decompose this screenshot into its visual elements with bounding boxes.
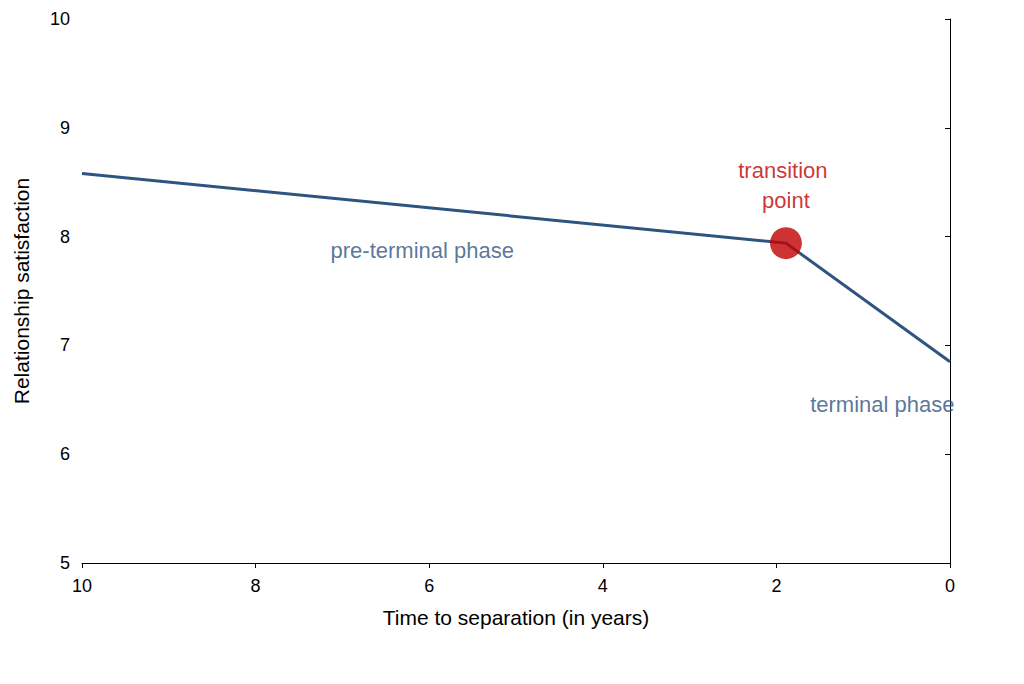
svg-text:10: 10 — [50, 9, 70, 29]
svg-text:8: 8 — [251, 576, 261, 596]
svg-text:2: 2 — [771, 576, 781, 596]
svg-text:Relationship satisfaction: Relationship satisfaction — [10, 178, 33, 404]
svg-text:10: 10 — [72, 576, 92, 596]
svg-text:transition: transition — [738, 158, 833, 183]
svg-text:9: 9 — [60, 118, 70, 138]
svg-text:Time to separation (in years): Time to separation (in years) — [383, 606, 650, 629]
svg-text:8: 8 — [60, 227, 70, 247]
svg-text:terminal phase: terminal phase — [810, 392, 954, 417]
svg-text:4: 4 — [598, 576, 608, 596]
svg-text:point: point — [762, 188, 810, 213]
svg-text:6: 6 — [424, 576, 434, 596]
svg-text:5: 5 — [60, 553, 70, 573]
svg-text:0: 0 — [945, 576, 955, 596]
svg-text:7: 7 — [60, 335, 70, 355]
svg-text:6: 6 — [60, 444, 70, 464]
svg-text:pre-terminal phase: pre-terminal phase — [331, 238, 514, 263]
